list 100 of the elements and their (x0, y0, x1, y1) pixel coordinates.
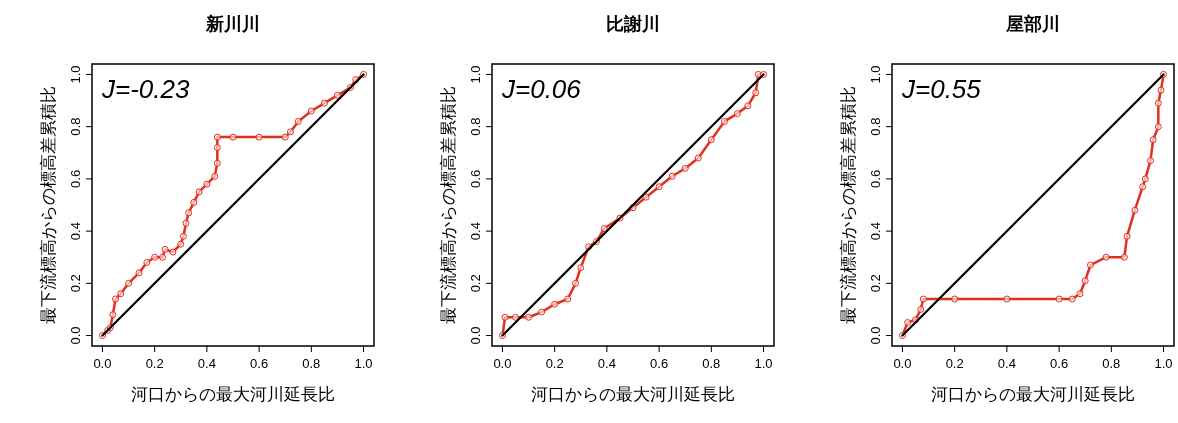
point (1068, 295, 1076, 303)
point (135, 269, 143, 277)
point (213, 144, 221, 152)
point (320, 99, 328, 107)
point (185, 209, 193, 217)
y-tick-label: 0.0 (68, 326, 83, 345)
point (1102, 253, 1110, 261)
y-tick-label: 1.0 (68, 65, 83, 84)
chart-title: 比謝川 (606, 14, 660, 34)
point (213, 133, 221, 141)
point (600, 225, 608, 232)
annotation: J=-0.23 (101, 74, 190, 104)
point (1147, 157, 1154, 165)
y-axis-title: 最下流標高からの標高差累積比 (839, 86, 858, 324)
point (1131, 206, 1139, 214)
point (1139, 183, 1147, 191)
y-axis-title: 最下流標高からの標高差累積比 (39, 86, 58, 324)
point (564, 295, 572, 303)
point (281, 133, 289, 141)
x-tick-label: 0.4 (997, 356, 1016, 371)
point (333, 91, 341, 99)
point (501, 313, 509, 321)
y-tick-label: 0.4 (68, 222, 83, 241)
x-tick-label: 0.6 (650, 356, 669, 371)
point (919, 295, 927, 303)
point (577, 264, 585, 272)
point (112, 295, 119, 303)
point (951, 295, 959, 303)
x-tick-label: 0.0 (493, 356, 512, 371)
y-tick-label: 0.8 (468, 117, 483, 136)
chart-title: 新川川 (205, 14, 260, 34)
x-tick-label: 0.6 (1050, 356, 1069, 371)
point (125, 279, 133, 287)
x-tick-label: 0.8 (302, 356, 321, 371)
point (538, 308, 546, 316)
y-tick-label: 0.8 (68, 117, 83, 136)
point (752, 89, 760, 97)
point (1141, 175, 1149, 183)
x-tick-label: 0.4 (197, 356, 216, 371)
point (1154, 123, 1162, 131)
point (642, 193, 650, 201)
point (182, 219, 190, 227)
point (143, 258, 151, 266)
point (707, 136, 715, 144)
point (694, 154, 702, 162)
point (151, 253, 159, 261)
point (159, 253, 166, 261)
point (733, 110, 741, 118)
x-tick-label: 0.2 (145, 356, 164, 371)
point (255, 133, 263, 141)
x-tick-label: 1.0 (1154, 356, 1173, 371)
y-tick-label: 0.6 (468, 169, 483, 188)
point (307, 107, 315, 115)
point (681, 164, 689, 172)
y-tick-label: 1.0 (868, 65, 883, 84)
point (286, 128, 294, 136)
point (179, 232, 187, 240)
point (744, 102, 752, 110)
point (551, 300, 559, 308)
point (1123, 232, 1131, 240)
chart-title: 屋部川 (1005, 14, 1060, 34)
x-tick-label: 1.0 (354, 356, 373, 371)
point (1149, 136, 1157, 144)
point (655, 183, 663, 191)
x-tick-label: 1.0 (754, 356, 773, 371)
point (668, 172, 676, 180)
annotation: J=0.06 (501, 74, 582, 104)
x-axis-title: 河口からの最大河川延長比 (131, 385, 335, 404)
y-tick-label: 0.4 (468, 222, 483, 241)
point (720, 117, 728, 125)
y-tick-label: 1.0 (468, 65, 483, 84)
x-tick-label: 0.6 (250, 356, 269, 371)
y-tick-label: 0.8 (868, 117, 883, 136)
y-tick-label: 0.6 (868, 169, 883, 188)
point (213, 159, 221, 167)
point (1157, 86, 1165, 94)
x-tick-label: 0.0 (93, 356, 112, 371)
point (1003, 295, 1011, 303)
x-axis-title: 河口からの最大河川延長比 (531, 385, 735, 404)
point (1081, 277, 1089, 285)
annotation: J=0.55 (901, 74, 982, 104)
y-tick-label: 0.2 (868, 274, 883, 293)
point (917, 305, 925, 313)
point (190, 198, 198, 206)
point (512, 313, 519, 321)
y-tick-label: 0.0 (868, 326, 883, 345)
y-axis-title: 最下流標高からの標高差累積比 (439, 86, 458, 324)
point (294, 117, 302, 125)
x-tick-label: 0.4 (597, 356, 616, 371)
point (1154, 99, 1162, 107)
point (109, 311, 117, 319)
point (1086, 261, 1094, 269)
point (161, 245, 169, 253)
x-tick-label: 0.2 (945, 356, 964, 371)
point (177, 240, 185, 248)
y-tick-label: 0.2 (68, 274, 83, 293)
x-axis-title: 河口からの最大河川延長比 (931, 385, 1135, 404)
y-tick-label: 0.2 (468, 274, 483, 293)
point (203, 180, 211, 188)
x-tick-label: 0.0 (893, 356, 912, 371)
